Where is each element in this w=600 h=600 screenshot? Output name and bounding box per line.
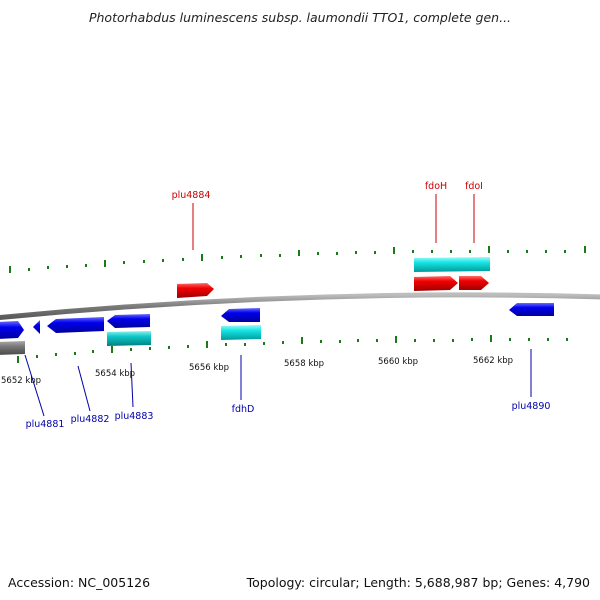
scale-label: 5662 kbp [473, 356, 513, 366]
leader-line [77, 365, 91, 412]
feature-label[interactable]: plu4890 [512, 401, 551, 412]
leader-line [24, 354, 45, 417]
feature-left-edge-arrow[interactable] [0, 321, 24, 339]
feature-fdhD-rna-bar[interactable] [221, 325, 261, 340]
genome-summary-text: Topology: circular; Length: 5,688,987 bp… [246, 575, 590, 590]
feature-fdhD-arrow[interactable] [221, 308, 260, 322]
leader-line [130, 362, 134, 408]
feature-fdoH-arrow[interactable] [414, 276, 458, 291]
feature-plu4884-arrow[interactable] [177, 283, 214, 298]
feature-label[interactable]: plu4882 [71, 414, 110, 425]
scale-label: 5652 kbp [1, 376, 41, 386]
feature-label[interactable]: fdoI [465, 181, 483, 192]
feature-plu4883-rna-bar[interactable] [107, 331, 151, 346]
forward-tick-marks [9, 246, 586, 273]
scale-label: 5658 kbp [284, 359, 324, 369]
map-title: Photorhabdus luminescens subsp. laumondi… [88, 10, 512, 25]
feature-plu4881-arrow[interactable] [33, 320, 40, 334]
feature-left-edge-grey[interactable] [0, 341, 25, 355]
feature-fdoI-arrow[interactable] [459, 276, 489, 290]
feature-label[interactable]: plu4884 [172, 190, 211, 201]
feature-label[interactable]: fdhD [232, 404, 255, 415]
genome-backbone [0, 292, 600, 321]
feature-plu4883-arrow[interactable] [107, 314, 150, 328]
accession-text: Accession: NC_005126 [8, 575, 151, 590]
feature-label[interactable]: plu4883 [115, 411, 154, 422]
scale-label: 5654 kbp [95, 369, 135, 379]
feature-label[interactable]: fdoH [425, 181, 447, 192]
feature-plu4890-arrow[interactable] [509, 303, 554, 316]
reverse-tick-marks [17, 335, 568, 363]
feature-label[interactable]: plu4881 [26, 419, 65, 430]
feature-plu4882-arrow[interactable] [47, 317, 104, 333]
scale-label: 5656 kbp [189, 363, 229, 373]
feature-fdoH-rna-bar[interactable] [414, 257, 490, 272]
scale-label: 5660 kbp [378, 357, 418, 367]
